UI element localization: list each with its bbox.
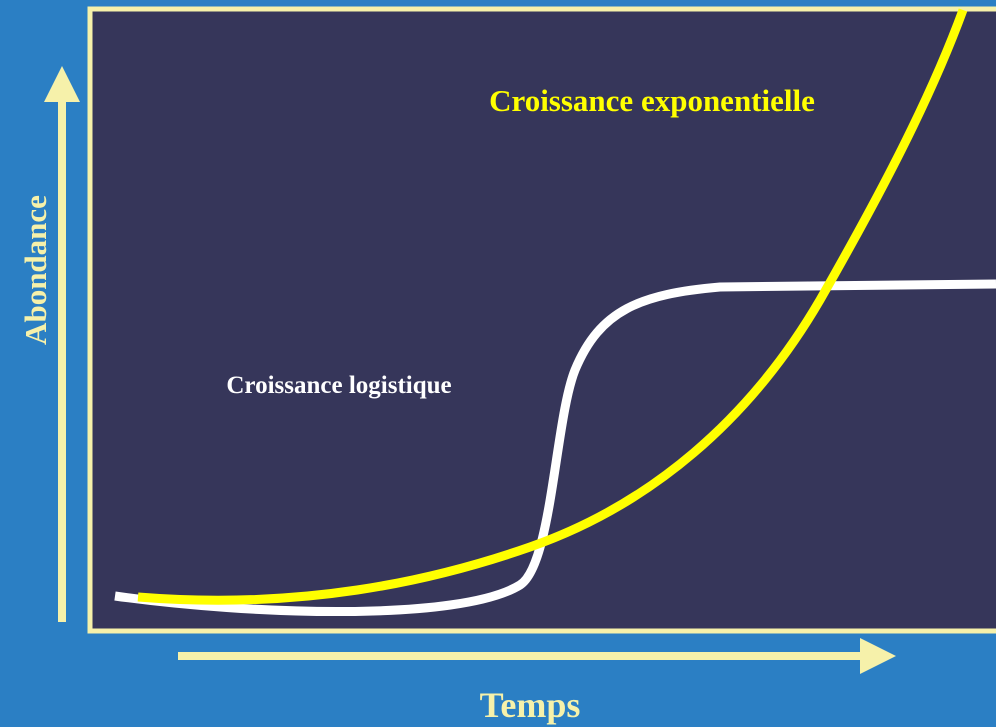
- logistic-curve: [114, 279, 996, 617]
- x-axis-arrowhead: [860, 638, 896, 674]
- exponential-label: Croissance exponentielle: [489, 83, 815, 118]
- x-axis-label: Temps: [480, 685, 581, 725]
- y-axis-arrowhead: [44, 66, 80, 102]
- y-axis-label: Abondance: [18, 195, 53, 345]
- logistic-label: Croissance logistique: [226, 372, 451, 399]
- exponential-curve: [137, 8, 968, 605]
